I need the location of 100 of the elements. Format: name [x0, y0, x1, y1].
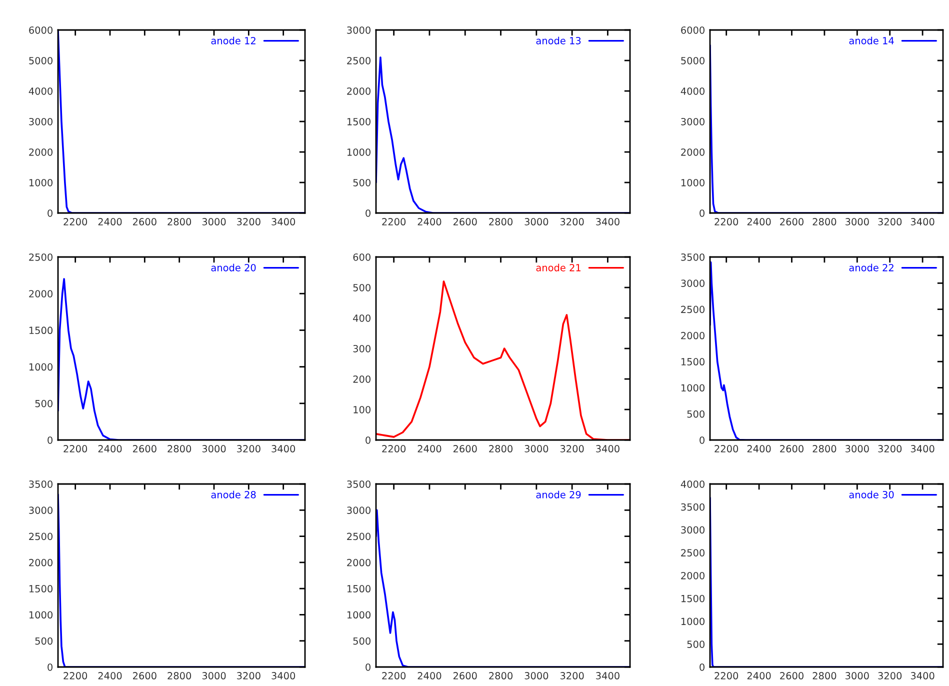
y-tick-label: 500	[35, 637, 52, 645]
y-tick-label: 1500	[347, 118, 370, 126]
x-tick-label: 3200	[237, 445, 260, 452]
y-tick-label: 200	[353, 375, 370, 383]
y-tick-label: 2500	[29, 253, 52, 261]
x-tick-label: 2400	[98, 218, 122, 226]
y-tick-label: 4000	[680, 87, 704, 95]
x-tick-label: 2200	[64, 218, 88, 226]
y-tick-label: 2500	[347, 56, 370, 64]
x-tick-label: 2600	[780, 218, 804, 226]
x-tick-label: 3200	[878, 672, 902, 680]
x-tick-label: 2400	[747, 218, 771, 226]
x-tick-label: 3400	[910, 445, 934, 452]
x-tick-label: 3000	[202, 445, 226, 452]
y-tick-label: 1000	[681, 178, 704, 186]
y-tick-label: 3000	[681, 280, 704, 287]
y-tick-label: 2000	[681, 332, 704, 340]
y-tick-label: 3000	[347, 506, 370, 514]
y-tick-label: 3500	[681, 503, 704, 511]
x-tick-label: 2600	[453, 672, 477, 680]
legend-label: anode 29	[536, 490, 581, 498]
y-tick-label: 2500	[681, 306, 704, 314]
x-tick-label: 3000	[202, 672, 226, 680]
x-tick-label: 3400	[272, 445, 296, 452]
y-tick-label: 0	[366, 209, 370, 217]
y-tick-label: 4000	[28, 87, 52, 95]
x-tick-label: 3200	[878, 218, 902, 226]
x-tick-label: 2400	[98, 672, 122, 680]
x-tick-label: 3200	[560, 218, 584, 226]
y-tick-label: 300	[353, 344, 370, 352]
y-tick-label: 1000	[29, 363, 52, 371]
y-tick-label: 6000	[29, 26, 52, 34]
x-tick-label: 2600	[133, 218, 156, 226]
legend-label: anode 22	[849, 264, 894, 272]
y-tick-label: 1500	[29, 326, 52, 334]
x-tick-label: 3400	[910, 218, 934, 226]
x-tick-label: 3000	[524, 672, 548, 680]
legend-label: anode 21	[536, 264, 580, 272]
y-tick-label: 1500	[681, 594, 704, 602]
x-tick-label: 2800	[489, 445, 512, 452]
x-tick-label: 2400	[418, 218, 442, 226]
y-tick-label: 2500	[347, 532, 370, 540]
x-tick-label: 2200	[382, 218, 406, 226]
legend-label: anode 28	[211, 490, 256, 498]
x-tick-label: 2200	[64, 445, 88, 452]
x-tick-label: 2200	[382, 445, 406, 452]
x-tick-label: 3200	[237, 218, 260, 226]
y-tick-label: 3500	[29, 480, 52, 488]
x-tick-label: 3400	[272, 218, 296, 226]
y-tick-label: 1500	[347, 585, 370, 592]
x-tick-label: 2400	[747, 672, 771, 680]
x-tick-label: 2200	[64, 672, 88, 680]
y-tick-label: 2000	[29, 290, 52, 298]
y-tick-label: 0	[366, 663, 370, 671]
x-tick-label: 3200	[560, 445, 584, 452]
y-tick-label: 3000	[29, 118, 52, 126]
y-tick-label: 1500	[29, 585, 52, 592]
x-tick-label: 2800	[812, 218, 836, 226]
y-tick-label: 400	[353, 314, 370, 322]
x-tick-label: 2600	[133, 672, 156, 680]
x-tick-label: 2800	[489, 218, 512, 226]
y-tick-label: 2500	[29, 532, 52, 540]
x-tick-label: 2800	[812, 445, 836, 452]
line-series	[58, 30, 305, 213]
x-tick-label: 3200	[878, 445, 902, 452]
y-tick-label: 0	[48, 209, 52, 217]
y-tick-label: 1000	[29, 611, 52, 619]
x-tick-label: 2400	[418, 672, 442, 680]
y-tick-label: 0	[700, 663, 704, 671]
y-tick-label: 3000	[681, 118, 704, 126]
x-tick-label: 2800	[489, 672, 512, 680]
y-tick-label: 1000	[347, 611, 370, 619]
x-tick-label: 2800	[168, 672, 192, 680]
legend-label: anode 13	[536, 36, 581, 44]
y-tick-label: 0	[48, 436, 52, 444]
y-tick-label: 2000	[29, 148, 52, 156]
y-tick-label: 3000	[681, 526, 704, 534]
y-tick-label: 2000	[29, 558, 52, 566]
x-tick-label: 3400	[596, 445, 620, 452]
y-tick-label: 1000	[347, 148, 370, 156]
y-tick-label: 600	[353, 253, 370, 261]
y-tick-label: 4000	[680, 480, 704, 488]
y-tick-label: 2000	[347, 558, 370, 566]
x-tick-label: 2400	[98, 445, 122, 452]
y-tick-label: 3000	[29, 506, 52, 514]
y-tick-label: 1000	[681, 618, 704, 626]
x-tick-label: 2200	[714, 445, 738, 452]
legend-label: anode 30	[849, 490, 894, 498]
x-tick-label: 2600	[133, 445, 156, 452]
y-tick-label: 500	[687, 640, 704, 648]
y-tick-label: 2000	[681, 572, 704, 580]
x-tick-label: 3200	[237, 672, 260, 680]
x-tick-label: 2200	[714, 672, 738, 680]
y-tick-label: 1500	[681, 358, 704, 366]
y-tick-label: 500	[353, 178, 370, 186]
y-tick-label: 0	[366, 436, 370, 444]
y-tick-label: 0	[700, 209, 704, 217]
y-tick-label: 3500	[681, 253, 704, 261]
x-tick-label: 3000	[524, 218, 548, 226]
legend-label: anode 20	[211, 264, 256, 272]
